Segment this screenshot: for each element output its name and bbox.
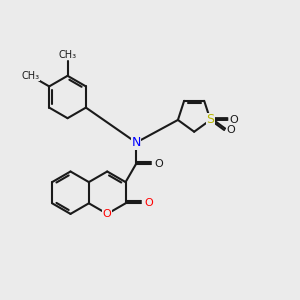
Text: O: O	[230, 115, 238, 125]
Text: N: N	[131, 136, 141, 149]
Text: CH₃: CH₃	[58, 50, 76, 60]
Text: O: O	[226, 125, 235, 135]
Text: O: O	[144, 198, 153, 208]
Text: O: O	[154, 159, 163, 169]
Text: S: S	[206, 113, 214, 126]
Text: O: O	[103, 209, 112, 219]
Text: CH₃: CH₃	[22, 71, 40, 81]
